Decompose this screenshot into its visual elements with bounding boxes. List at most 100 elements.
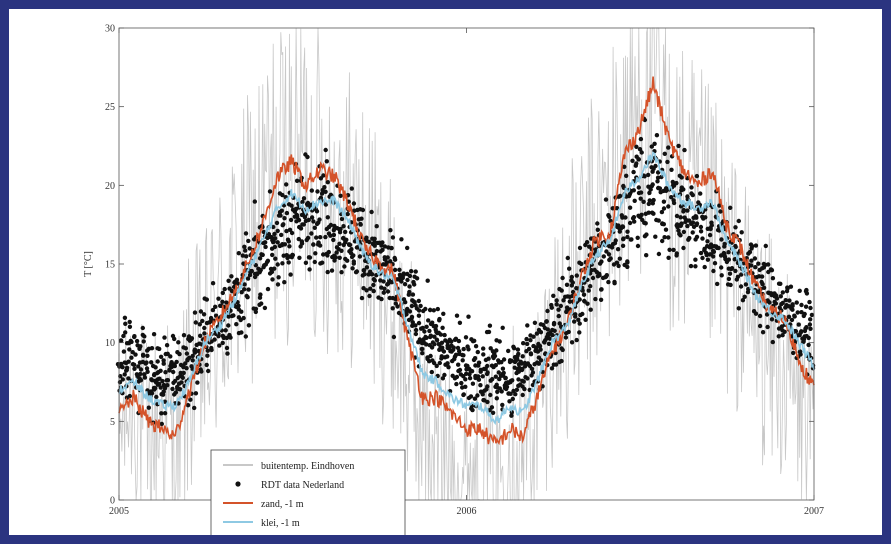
data-point xyxy=(538,358,544,363)
data-point xyxy=(431,308,436,313)
data-point xyxy=(451,347,456,352)
data-point xyxy=(281,222,286,227)
line-layer xyxy=(118,76,815,446)
data-point xyxy=(627,205,633,210)
data-point xyxy=(651,197,656,203)
data-point xyxy=(301,196,307,201)
data-point xyxy=(259,301,264,306)
data-point xyxy=(274,220,280,226)
data-point xyxy=(624,173,629,178)
data-point xyxy=(445,343,450,348)
data-point xyxy=(538,347,543,352)
data-point xyxy=(785,285,790,290)
data-point xyxy=(416,320,422,326)
data-point xyxy=(385,289,391,294)
data-point xyxy=(739,272,744,277)
data-point xyxy=(728,205,733,210)
data-point xyxy=(318,195,324,200)
data-point xyxy=(126,359,131,364)
data-point xyxy=(687,235,692,241)
data-point xyxy=(275,228,280,234)
data-point xyxy=(345,258,350,263)
y-tick-label: 10 xyxy=(105,338,115,349)
data-point xyxy=(192,405,197,411)
data-point xyxy=(597,271,602,276)
data-point xyxy=(652,141,657,146)
data-point xyxy=(493,363,498,368)
data-point xyxy=(121,333,126,339)
data-point xyxy=(481,346,486,351)
data-point xyxy=(657,186,663,191)
data-point xyxy=(671,247,676,253)
data-point xyxy=(483,366,488,372)
data-point xyxy=(556,313,561,319)
data-point xyxy=(243,248,248,253)
data-point xyxy=(496,370,501,375)
data-point xyxy=(688,263,694,269)
data-point xyxy=(454,313,460,318)
data-point xyxy=(708,226,713,232)
data-point xyxy=(284,228,289,234)
data-point xyxy=(179,380,184,385)
data-point xyxy=(275,282,281,287)
data-point xyxy=(504,384,510,390)
data-point xyxy=(272,266,277,271)
data-point xyxy=(307,267,312,272)
data-point xyxy=(545,327,550,332)
data-point xyxy=(788,284,794,289)
data-point xyxy=(643,221,648,226)
data-point xyxy=(236,303,241,308)
data-point xyxy=(286,239,291,244)
data-point xyxy=(305,154,310,160)
data-point xyxy=(315,189,320,194)
data-point xyxy=(727,271,733,276)
data-point xyxy=(433,323,439,329)
data-point xyxy=(328,222,334,228)
data-point xyxy=(531,334,536,339)
data-point xyxy=(796,322,801,327)
data-point xyxy=(314,235,319,240)
data-point xyxy=(747,249,753,255)
data-point xyxy=(537,343,543,349)
data-point xyxy=(586,288,591,293)
data-point xyxy=(162,411,168,416)
legend-label-zand: zand, -1 m xyxy=(261,499,304,510)
data-point xyxy=(659,209,665,215)
data-point xyxy=(270,277,275,282)
x-tick-label: 2006 xyxy=(457,506,477,517)
data-point xyxy=(409,316,414,321)
data-point xyxy=(209,347,214,353)
data-point xyxy=(631,188,636,193)
data-point xyxy=(619,213,624,218)
data-point xyxy=(569,274,574,280)
data-point xyxy=(637,147,643,152)
data-point xyxy=(263,244,268,250)
data-point xyxy=(284,182,289,187)
data-point xyxy=(389,245,394,251)
data-point xyxy=(159,411,164,416)
data-point xyxy=(776,334,781,339)
y-axis-label: T [°C] xyxy=(83,251,94,277)
data-point xyxy=(567,307,573,312)
data-point xyxy=(407,309,413,314)
data-point xyxy=(808,326,813,331)
data-point xyxy=(228,335,233,340)
data-point xyxy=(676,143,681,149)
data-point xyxy=(705,257,711,262)
data-point xyxy=(265,286,271,292)
data-point xyxy=(298,226,304,231)
data-point xyxy=(536,361,541,366)
data-point xyxy=(265,258,271,263)
data-point xyxy=(565,255,570,261)
data-point xyxy=(549,305,554,310)
data-point xyxy=(413,269,418,274)
data-point xyxy=(401,297,407,302)
data-point xyxy=(726,250,731,255)
data-point xyxy=(434,338,440,343)
data-point xyxy=(296,236,301,242)
data-point xyxy=(778,294,783,299)
data-point xyxy=(372,236,377,241)
data-point xyxy=(289,230,295,236)
data-point xyxy=(170,386,175,392)
data-point xyxy=(809,312,815,318)
